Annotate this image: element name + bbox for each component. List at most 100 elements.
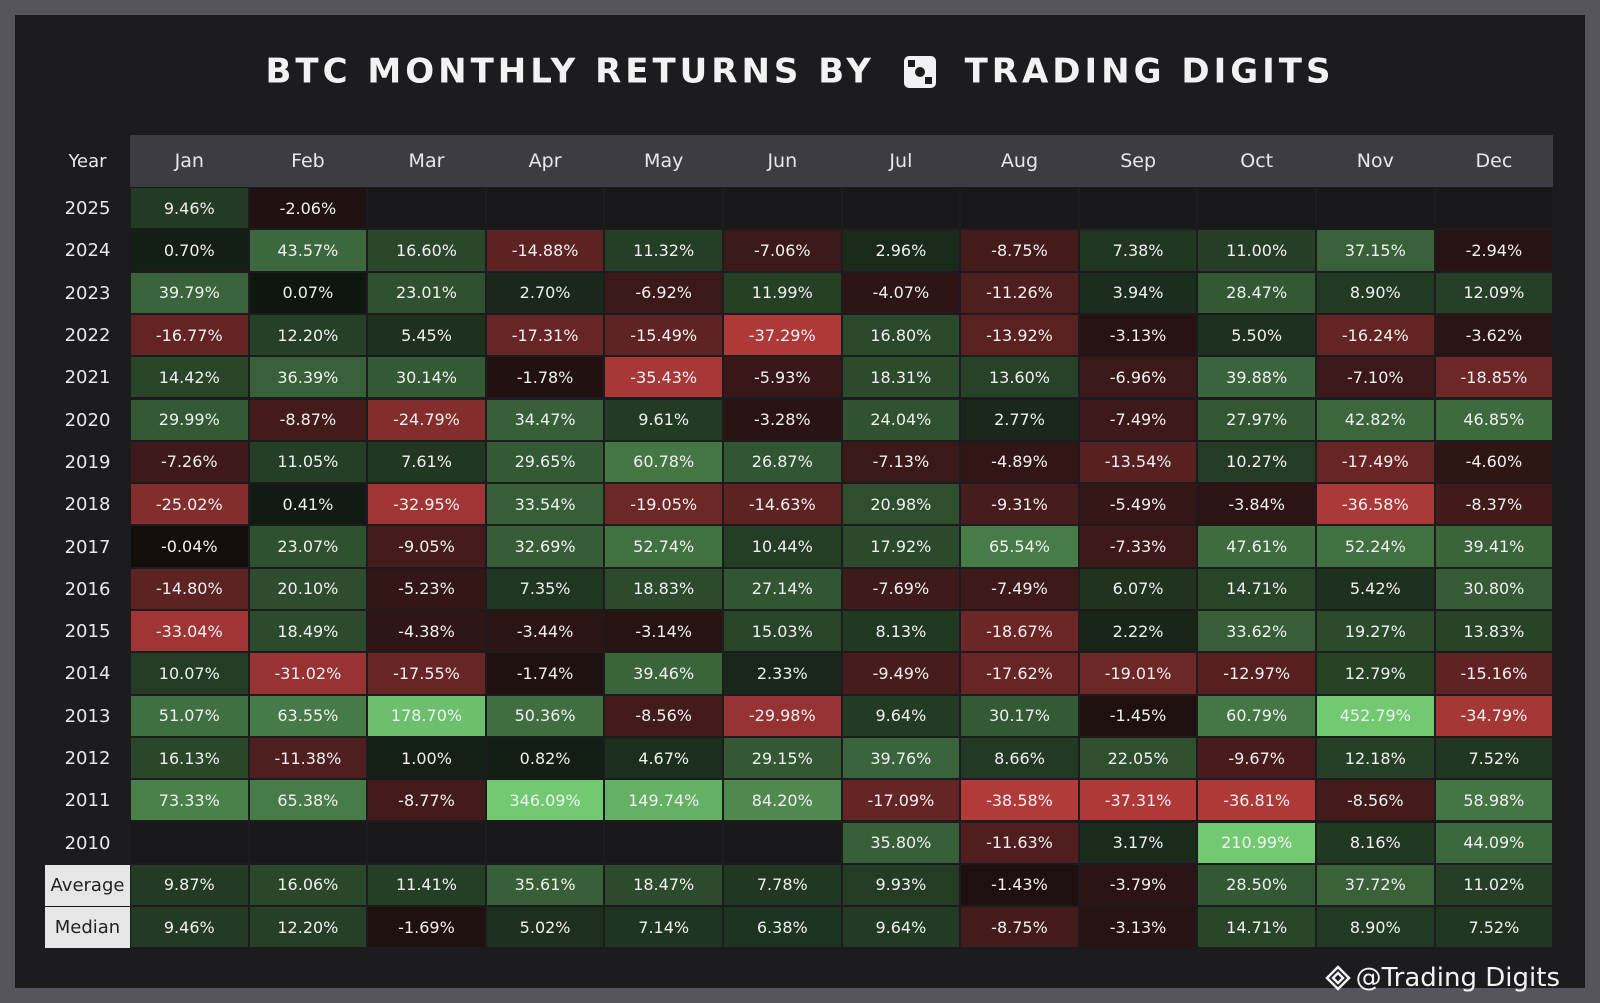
return-cell: 47.61%	[1198, 526, 1315, 567]
return-cell: -33.04%	[131, 611, 248, 652]
return-cell: -3.14%	[605, 611, 722, 652]
return-cell: -1.69%	[368, 907, 485, 948]
return-cell: 13.60%	[961, 357, 1078, 398]
return-cell: 35.61%	[486, 864, 604, 906]
stat-label: Median	[45, 907, 130, 949]
return-cell: 7.78%	[724, 864, 841, 906]
return-cell: -8.87%	[249, 399, 367, 440]
return-cell: 11.05%	[249, 441, 367, 483]
return-cell: 6.38%	[724, 907, 841, 948]
return-cell: -12.97%	[1198, 653, 1315, 694]
return-cell: 20.98%	[842, 484, 960, 525]
return-cell: 2.33%	[724, 653, 841, 694]
stat-label: Average	[45, 864, 130, 907]
return-cell: 84.20%	[724, 780, 841, 821]
return-cell: -24.79%	[368, 399, 485, 440]
return-cell: -2.06%	[249, 188, 367, 229]
year-label: 2019	[64, 451, 111, 473]
year-label: 2023	[64, 282, 111, 304]
return-cell: 42.82%	[1317, 399, 1434, 440]
return-cell: -11.26%	[961, 272, 1078, 313]
return-cell: 12.79%	[1317, 653, 1434, 694]
return-cell: 39.41%	[1435, 526, 1553, 567]
return-cell: -25.02%	[131, 484, 248, 525]
return-cell: 51.07%	[131, 695, 248, 736]
return-cell: 23.07%	[249, 526, 367, 567]
return-cell: -29.98%	[724, 695, 841, 736]
column-header: Sep	[1078, 135, 1198, 187]
return-cell: -35.43%	[605, 357, 722, 398]
return-cell: -16.24%	[1317, 314, 1434, 356]
column-header: Mar	[367, 135, 486, 187]
return-cell: 18.47%	[605, 864, 722, 906]
return-cell: -5.23%	[368, 568, 485, 609]
return-cell: 11.02%	[1435, 864, 1553, 906]
column-header: Jan	[130, 135, 249, 187]
return-cell: 8.13%	[842, 611, 960, 652]
return-cell: -17.09%	[842, 780, 960, 821]
return-cell: 52.74%	[605, 526, 722, 567]
year-label: 2016	[64, 578, 111, 600]
year-label: 2025	[64, 198, 111, 220]
return-cell: 58.98%	[1435, 780, 1553, 821]
return-cell: 63.55%	[249, 695, 367, 736]
empty-cell	[131, 822, 248, 863]
year-label: 2018	[64, 494, 111, 516]
return-cell: 0.41%	[249, 484, 367, 525]
return-cell: -9.49%	[842, 653, 960, 694]
return-cell: -15.16%	[1435, 653, 1553, 694]
column-header: Feb	[248, 135, 368, 187]
year-label: 2014	[64, 663, 111, 685]
return-cell: 37.72%	[1317, 864, 1434, 906]
return-cell: -7.69%	[842, 568, 960, 609]
return-cell: -3.44%	[486, 611, 604, 652]
year-label: 2021	[64, 367, 111, 389]
return-cell: 46.85%	[1435, 399, 1553, 440]
year-label: 2013	[64, 705, 111, 727]
return-cell: 9.93%	[842, 864, 960, 906]
year-label: 2022	[64, 325, 111, 347]
return-cell: 12.09%	[1435, 272, 1553, 313]
return-cell: 9.64%	[842, 695, 960, 736]
return-cell: 12.18%	[1317, 737, 1434, 779]
return-cell: 18.31%	[842, 357, 960, 398]
return-cell: 8.90%	[1317, 272, 1434, 313]
return-cell: 18.49%	[249, 611, 367, 652]
return-cell: 33.62%	[1198, 611, 1315, 652]
return-cell: 2.70%	[486, 272, 604, 313]
return-cell: -3.13%	[1079, 907, 1197, 948]
return-cell: 0.82%	[486, 737, 604, 779]
return-cell: 39.76%	[842, 737, 960, 779]
return-cell: 9.46%	[131, 907, 248, 948]
return-cell: 60.79%	[1198, 695, 1315, 736]
return-cell: -6.92%	[605, 272, 722, 313]
return-cell: -8.56%	[605, 695, 722, 736]
return-cell: 11.32%	[605, 230, 722, 271]
return-cell: -14.63%	[724, 484, 841, 525]
return-cell: 149.74%	[605, 780, 722, 821]
return-cell: 6.07%	[1079, 568, 1197, 609]
year-label: 2011	[64, 790, 111, 812]
return-cell: 9.64%	[842, 907, 960, 948]
return-cell: -7.10%	[1317, 357, 1434, 398]
return-cell: -5.49%	[1079, 484, 1197, 525]
return-cell: -3.28%	[724, 399, 841, 440]
return-cell: 12.20%	[249, 314, 367, 356]
column-header: Apr	[485, 135, 605, 187]
return-cell: 14.42%	[131, 357, 248, 398]
return-cell: -11.63%	[961, 822, 1078, 863]
return-cell: 15.03%	[724, 611, 841, 652]
return-cell: -9.31%	[961, 484, 1078, 525]
return-cell: 14.71%	[1198, 907, 1315, 948]
return-cell: -13.92%	[961, 314, 1078, 356]
return-cell: 19.27%	[1317, 611, 1434, 652]
return-cell: 20.10%	[249, 568, 367, 609]
return-cell: 23.01%	[368, 272, 485, 313]
return-cell: -17.55%	[368, 653, 485, 694]
column-header: Nov	[1316, 135, 1435, 187]
return-cell: -7.49%	[1079, 399, 1197, 440]
return-cell: 24.04%	[842, 399, 960, 440]
return-cell: 17.92%	[842, 526, 960, 567]
empty-cell	[368, 188, 485, 229]
